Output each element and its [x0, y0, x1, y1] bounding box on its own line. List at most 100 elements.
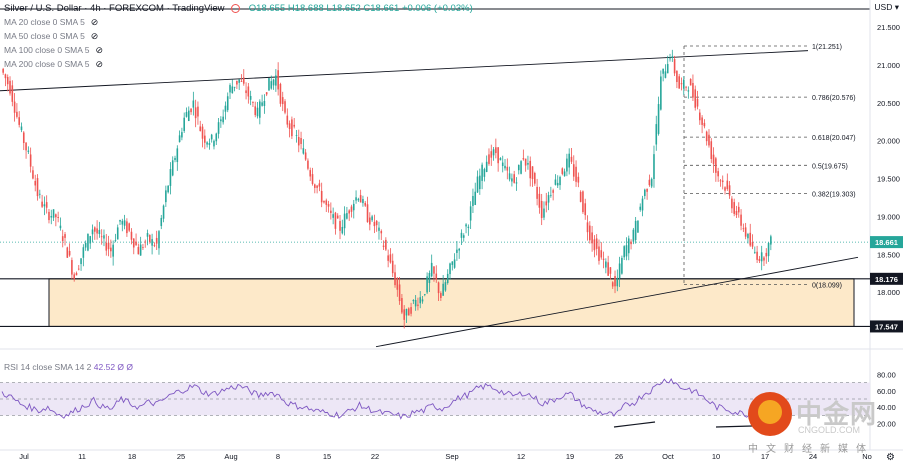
- ma-100-legend[interactable]: MA 100 close 0 SMA 5 ⊘: [4, 45, 104, 55]
- candle-body: [600, 250, 603, 258]
- candle-body: [598, 246, 600, 261]
- candle-body: [68, 250, 71, 256]
- rsi-panel: [0, 378, 870, 428]
- visibility-off-icon[interactable]: ⊘: [90, 31, 99, 41]
- candle-body: [662, 68, 664, 74]
- candle-body: [103, 235, 105, 239]
- candle-body: [300, 138, 302, 144]
- candle-body: [268, 78, 270, 91]
- candle-body: [740, 214, 742, 226]
- fib-level-label: 0.786(20.576): [812, 95, 856, 102]
- candle-body: [142, 247, 144, 248]
- candle-body: [61, 236, 64, 242]
- candle-body: [407, 308, 410, 316]
- candle-body: [284, 101, 286, 113]
- candle-body: [692, 82, 694, 98]
- visibility-off-icon[interactable]: ⊘: [95, 59, 104, 69]
- candle-body: [577, 176, 580, 183]
- price-tick-label: 20.000: [877, 137, 900, 146]
- candle-body: [332, 214, 334, 218]
- candle-body: [481, 164, 483, 181]
- candle-body: [756, 251, 758, 260]
- candle-body: [719, 180, 722, 182]
- candle-body: [334, 212, 337, 229]
- candle-body: [708, 134, 710, 146]
- candle-body: [660, 76, 662, 110]
- candle-body: [330, 210, 332, 213]
- candle-body: [43, 204, 46, 207]
- candle-body: [520, 161, 522, 174]
- candle-body: [121, 220, 124, 225]
- candle-body: [29, 154, 32, 167]
- candle-body: [151, 239, 153, 246]
- visibility-off-icon[interactable]: ⊘: [90, 17, 99, 27]
- candle-body: [277, 70, 279, 90]
- candle-body: [233, 86, 236, 88]
- candle-body: [589, 225, 591, 241]
- candle-body: [410, 307, 412, 314]
- candle-body: [130, 231, 133, 240]
- price-tick-label: 18.000: [877, 288, 900, 297]
- candle-body: [715, 158, 717, 173]
- candle-body: [705, 131, 708, 142]
- rsi-legend[interactable]: RSI 14 close SMA 14 2 42.52 Ø Ø: [4, 362, 134, 372]
- ma-200-legend[interactable]: MA 200 close 0 SMA 5 ⊘: [4, 59, 104, 69]
- candle-body: [220, 119, 222, 122]
- candle-body: [6, 77, 9, 85]
- candle-body: [114, 240, 117, 241]
- currency-selector[interactable]: USD ▾: [874, 2, 899, 12]
- candle-body: [497, 147, 499, 164]
- candle-body: [650, 178, 653, 187]
- candle-body: [770, 236, 772, 245]
- candle-body: [733, 202, 735, 214]
- candle-body: [424, 294, 426, 295]
- candle-body: [373, 221, 376, 227]
- candle-body: [171, 160, 174, 176]
- candle-body: [472, 195, 474, 206]
- candle-body: [59, 225, 62, 229]
- ma-50-legend[interactable]: MA 50 close 0 SMA 5 ⊘: [4, 31, 99, 41]
- candle-body: [417, 304, 419, 306]
- candle-body: [469, 206, 472, 221]
- candle-body: [119, 220, 121, 222]
- candle-body: [375, 220, 378, 226]
- candle-body: [517, 165, 520, 171]
- candle-body: [236, 80, 238, 85]
- candle-body: [556, 182, 559, 186]
- settings-gear-icon[interactable]: ⚙: [886, 452, 895, 463]
- candle-body: [98, 229, 101, 235]
- candle-body: [689, 79, 692, 86]
- candle-body: [419, 297, 422, 304]
- candle-body: [82, 247, 85, 258]
- candle-body: [568, 153, 570, 168]
- grid: [0, 0, 903, 451]
- candle-body: [444, 282, 447, 291]
- visibility-off-icon[interactable]: ⊘: [95, 45, 104, 55]
- support-trendline: [375, 256, 859, 348]
- candle-body: [579, 191, 582, 202]
- candle-body: [73, 274, 75, 279]
- candle-body: [515, 182, 518, 184]
- candle-body: [25, 142, 27, 151]
- candle-body: [607, 262, 609, 276]
- candle-body: [105, 242, 108, 251]
- candle-body: [55, 214, 57, 218]
- candle-body: [460, 232, 463, 238]
- time-tick-label: Jul: [19, 452, 29, 461]
- candle-body: [605, 261, 607, 268]
- time-axis: Jul 11 18 25 Aug 8 15 22 Sep 12 19 26 Oct 10 17 24 No ⚙: [19, 452, 895, 463]
- fib-level-label: 0.382(19.303): [812, 191, 856, 198]
- candle-body: [217, 122, 220, 134]
- candle-body: [735, 210, 738, 216]
- ma-20-legend[interactable]: MA 20 close 0 SMA 5 ⊘: [4, 17, 99, 27]
- candle-body: [479, 175, 481, 190]
- rsi-divergence-line: [715, 425, 753, 428]
- candle-body: [440, 293, 442, 298]
- candle-body: [396, 277, 399, 290]
- symbol-label[interactable]: Silver / U.S. Dollar · 4h · FOREXCOM · T…: [4, 3, 225, 14]
- candle-body: [522, 158, 525, 160]
- candle-body: [669, 58, 671, 60]
- candle-body: [483, 169, 486, 177]
